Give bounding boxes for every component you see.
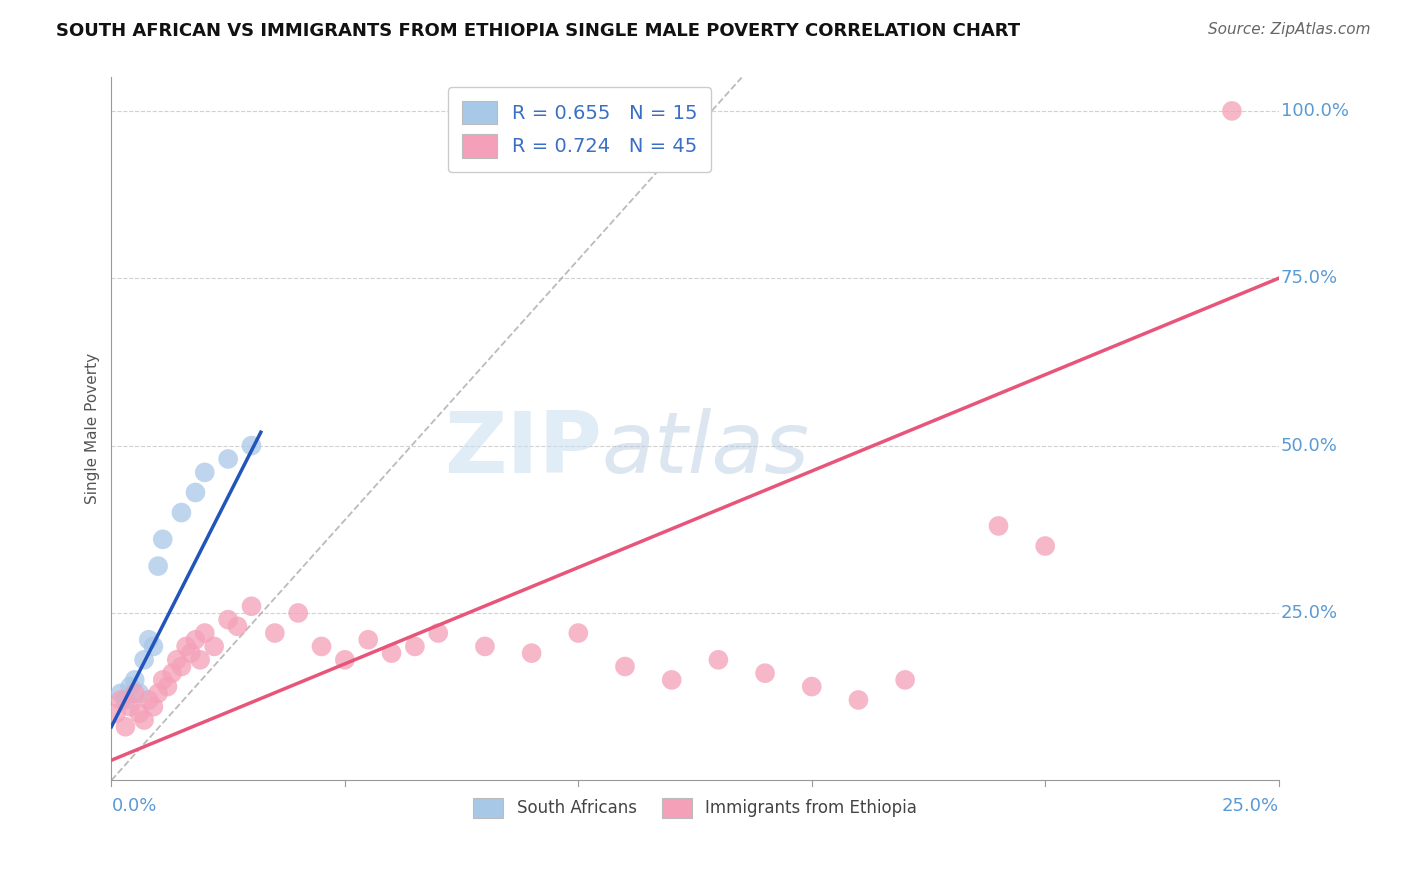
- Point: [124, 686, 146, 700]
- Point: [754, 666, 776, 681]
- Point: [128, 706, 150, 721]
- Point: [146, 686, 169, 700]
- Point: [132, 713, 155, 727]
- Point: [1220, 103, 1243, 118]
- Point: [110, 686, 132, 700]
- Point: [152, 533, 174, 547]
- Text: 50.0%: 50.0%: [1281, 436, 1339, 455]
- Point: [707, 653, 730, 667]
- Point: [226, 619, 249, 633]
- Point: [202, 640, 225, 654]
- Point: [142, 640, 165, 654]
- Point: [800, 680, 823, 694]
- Point: [124, 673, 146, 687]
- Point: [180, 646, 202, 660]
- Point: [142, 699, 165, 714]
- Point: [614, 659, 637, 673]
- Point: [120, 699, 142, 714]
- Text: atlas: atlas: [602, 409, 810, 491]
- Point: [184, 632, 207, 647]
- Point: [138, 632, 160, 647]
- Point: [661, 673, 683, 687]
- Text: 100.0%: 100.0%: [1281, 102, 1348, 120]
- Text: 0.0%: 0.0%: [111, 797, 157, 815]
- Point: [152, 673, 174, 687]
- Point: [474, 640, 496, 654]
- Point: [287, 606, 309, 620]
- Point: [114, 720, 136, 734]
- Point: [263, 626, 285, 640]
- Point: [194, 466, 217, 480]
- Point: [166, 653, 188, 667]
- Point: [128, 686, 150, 700]
- Point: [987, 519, 1010, 533]
- Point: [132, 653, 155, 667]
- Legend: South Africans, Immigrants from Ethiopia: South Africans, Immigrants from Ethiopia: [467, 791, 924, 825]
- Point: [174, 640, 197, 654]
- Point: [240, 439, 263, 453]
- Point: [105, 706, 128, 721]
- Point: [404, 640, 426, 654]
- Point: [1033, 539, 1056, 553]
- Point: [184, 485, 207, 500]
- Point: [311, 640, 333, 654]
- Point: [138, 693, 160, 707]
- Point: [217, 452, 239, 467]
- Point: [160, 666, 183, 681]
- Point: [146, 559, 169, 574]
- Text: 75.0%: 75.0%: [1281, 269, 1339, 287]
- Text: 25.0%: 25.0%: [1222, 797, 1278, 815]
- Point: [357, 632, 380, 647]
- Point: [427, 626, 450, 640]
- Point: [217, 613, 239, 627]
- Point: [170, 506, 193, 520]
- Y-axis label: Single Male Poverty: Single Male Poverty: [86, 353, 100, 505]
- Point: [194, 626, 217, 640]
- Point: [114, 693, 136, 707]
- Text: ZIP: ZIP: [444, 409, 602, 491]
- Point: [240, 599, 263, 614]
- Point: [156, 680, 179, 694]
- Point: [848, 693, 870, 707]
- Point: [520, 646, 543, 660]
- Point: [333, 653, 356, 667]
- Point: [188, 653, 211, 667]
- Text: SOUTH AFRICAN VS IMMIGRANTS FROM ETHIOPIA SINGLE MALE POVERTY CORRELATION CHART: SOUTH AFRICAN VS IMMIGRANTS FROM ETHIOPI…: [56, 22, 1021, 40]
- Point: [380, 646, 402, 660]
- Point: [894, 673, 917, 687]
- Point: [110, 693, 132, 707]
- Point: [170, 659, 193, 673]
- Point: [567, 626, 589, 640]
- Point: [120, 680, 142, 694]
- Text: 25.0%: 25.0%: [1281, 604, 1339, 622]
- Text: Source: ZipAtlas.com: Source: ZipAtlas.com: [1208, 22, 1371, 37]
